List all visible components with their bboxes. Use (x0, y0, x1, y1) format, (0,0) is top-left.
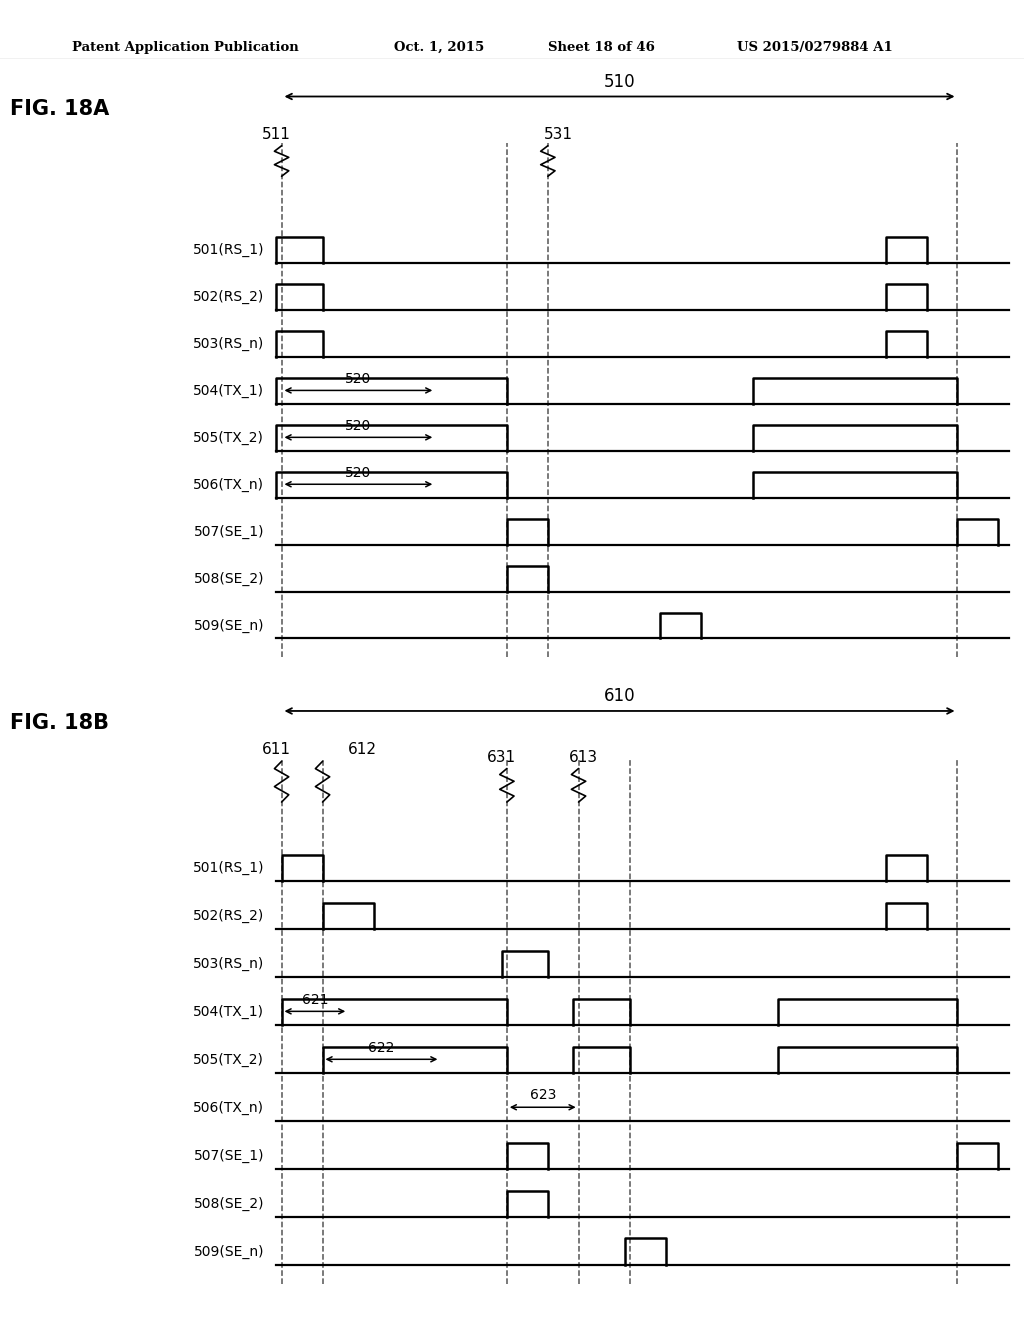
Text: 506(TX_n): 506(TX_n) (194, 1101, 264, 1115)
Text: 505(TX_2): 505(TX_2) (194, 430, 264, 445)
Text: 501(RS_1): 501(RS_1) (193, 243, 264, 257)
Text: Patent Application Publication: Patent Application Publication (72, 41, 298, 54)
Text: 511: 511 (262, 127, 291, 143)
Text: 502(RS_2): 502(RS_2) (193, 909, 264, 923)
Text: 504(TX_1): 504(TX_1) (194, 384, 264, 399)
Text: 622: 622 (369, 1040, 394, 1055)
Text: Oct. 1, 2015: Oct. 1, 2015 (394, 41, 484, 54)
Text: 507(SE_1): 507(SE_1) (194, 524, 264, 539)
Text: 503(RS_n): 503(RS_n) (193, 957, 264, 972)
Text: FIG. 18A: FIG. 18A (10, 99, 110, 119)
Text: 520: 520 (345, 372, 372, 385)
Text: US 2015/0279884 A1: US 2015/0279884 A1 (737, 41, 893, 54)
Text: 506(TX_n): 506(TX_n) (194, 478, 264, 492)
Text: FIG. 18B: FIG. 18B (10, 713, 110, 734)
Text: 610: 610 (604, 688, 635, 705)
Text: 520: 520 (345, 466, 372, 479)
Text: 531: 531 (544, 127, 572, 143)
Text: 613: 613 (569, 750, 598, 764)
Text: 611: 611 (262, 742, 291, 758)
Text: 501(RS_1): 501(RS_1) (193, 861, 264, 875)
Text: 509(SE_n): 509(SE_n) (194, 619, 264, 632)
Text: 508(SE_2): 508(SE_2) (194, 572, 264, 586)
Text: 507(SE_1): 507(SE_1) (194, 1148, 264, 1163)
Text: 631: 631 (487, 750, 516, 764)
Text: Sheet 18 of 46: Sheet 18 of 46 (548, 41, 654, 54)
Text: 520: 520 (345, 418, 372, 433)
Text: 504(TX_1): 504(TX_1) (194, 1005, 264, 1019)
Text: 505(TX_2): 505(TX_2) (194, 1053, 264, 1067)
Text: 623: 623 (529, 1089, 556, 1102)
Text: 612: 612 (348, 742, 377, 758)
Text: 508(SE_2): 508(SE_2) (194, 1197, 264, 1210)
Text: 510: 510 (604, 73, 635, 91)
Text: 503(RS_n): 503(RS_n) (193, 337, 264, 351)
Text: 621: 621 (302, 993, 328, 1007)
Text: 502(RS_2): 502(RS_2) (193, 290, 264, 304)
Text: 509(SE_n): 509(SE_n) (194, 1245, 264, 1259)
